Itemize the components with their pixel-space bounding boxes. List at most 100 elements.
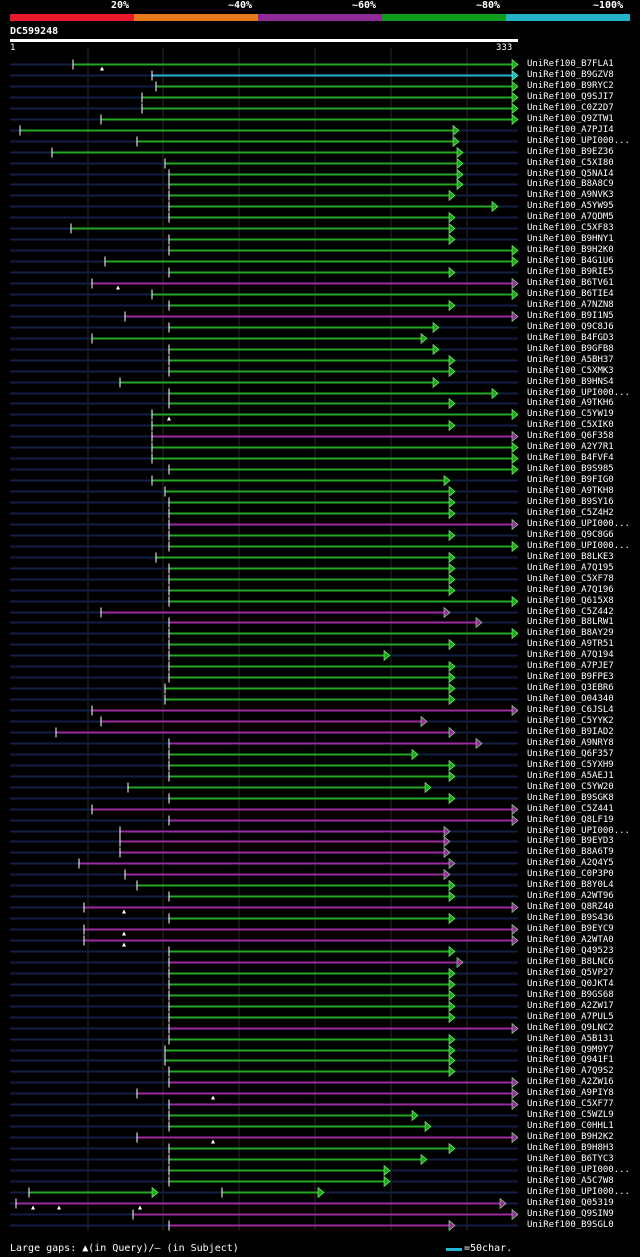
hit-label-link[interactable]: UniRef100_C5XI80	[527, 157, 614, 168]
hit-label-link[interactable]: UniRef100_B9FIG0	[527, 474, 614, 485]
hit-label-link[interactable]: UniRef100_C5XF83	[527, 222, 614, 233]
hit-label-link[interactable]: UniRef100_C5XIK0	[527, 419, 614, 430]
hit-label-link[interactable]: UniRef100_B9HNY1	[527, 233, 614, 244]
hit-label-link[interactable]: UniRef100_Q941F1	[527, 1054, 614, 1065]
hit-label-link[interactable]: UniRef100_Q8RZ40	[527, 901, 614, 912]
hit-label-link[interactable]: UniRef100_C0Z2D7	[527, 102, 614, 113]
hit-label-link[interactable]: UniRef100_C5XF78	[527, 573, 614, 584]
hit-label-link[interactable]: UniRef100_B8Y0L4	[527, 879, 614, 890]
hit-label-link[interactable]: UniRef100_UPI000...	[527, 518, 630, 529]
hit-label-link[interactable]: UniRef100_Q9M9Y7	[527, 1044, 614, 1055]
hit-label-link[interactable]: UniRef100_B4FGD3	[527, 332, 614, 343]
hit-label-link[interactable]: UniRef100_B9FPE3	[527, 671, 614, 682]
hit-label-link[interactable]: UniRef100_B9GFB8	[527, 343, 614, 354]
hit-label-link[interactable]: UniRef100_B4FVF4	[527, 452, 614, 463]
hit-label-link[interactable]: UniRef100_B8A8C9	[527, 178, 614, 189]
hit-label-link[interactable]: UniRef100_Q3EBR6	[527, 682, 614, 693]
hit-label-link[interactable]: UniRef100_B9H2K0	[527, 244, 614, 255]
hit-label-link[interactable]: UniRef100_B9HNS4	[527, 376, 614, 387]
hit-label-link[interactable]: UniRef100_C5XMK3	[527, 365, 614, 376]
hit-label-link[interactable]: UniRef100_A2Q4Y5	[527, 857, 614, 868]
hit-label-link[interactable]: UniRef100_B9H2K2	[527, 1131, 614, 1142]
hit-label-link[interactable]: UniRef100_Q49523	[527, 945, 614, 956]
hit-label-link[interactable]: UniRef100_A5AEJ1	[527, 770, 614, 781]
hit-label-link[interactable]: UniRef100_O04340	[527, 693, 614, 704]
hit-label-link[interactable]: UniRef100_UPI000...	[527, 540, 630, 551]
hit-label-link[interactable]: UniRef100_B9S436	[527, 912, 614, 923]
hit-label-link[interactable]: UniRef100_C0P3P0	[527, 868, 614, 879]
hit-label-link[interactable]: UniRef100_B9EYC9	[527, 923, 614, 934]
hit-label-link[interactable]: UniRef100_Q9LNC2	[527, 1022, 614, 1033]
hit-label-link[interactable]: UniRef100_B6TIE4	[527, 288, 614, 299]
hit-label-link[interactable]: UniRef100_Q9SIN9	[527, 1208, 614, 1219]
hit-label-link[interactable]: UniRef100_B6TV61	[527, 277, 614, 288]
hit-label-link[interactable]: UniRef100_B8AY29	[527, 627, 614, 638]
hit-label-link[interactable]: UniRef100_C5YYK2	[527, 715, 614, 726]
hit-label-link[interactable]: UniRef100_C5YW20	[527, 781, 614, 792]
hit-label-link[interactable]: UniRef100_A7NZN8	[527, 299, 614, 310]
hit-label-link[interactable]: UniRef100_A7PJI4	[527, 124, 614, 135]
hit-label-link[interactable]: UniRef100_B8A6T9	[527, 846, 614, 857]
hit-label-link[interactable]: UniRef100_A2ZW16	[527, 1076, 614, 1087]
hit-label-link[interactable]: UniRef100_A9TKH8	[527, 485, 614, 496]
hit-label-link[interactable]: UniRef100_B8LRW1	[527, 616, 614, 627]
hit-label-link[interactable]: UniRef100_A9NVK3	[527, 189, 614, 200]
hit-label-link[interactable]: UniRef100_B9RIE5	[527, 266, 614, 277]
hit-label-link[interactable]: UniRef100_B8LNC6	[527, 956, 614, 967]
hit-label-link[interactable]: UniRef100_Q9ZTW1	[527, 113, 614, 124]
hit-label-link[interactable]: UniRef100_A7PJE7	[527, 660, 614, 671]
hit-label-link[interactable]: UniRef100_UPI000...	[527, 1164, 630, 1175]
hit-label-link[interactable]: UniRef100_C5Z442	[527, 606, 614, 617]
hit-label-link[interactable]: UniRef100_Q6F357	[527, 748, 614, 759]
hit-label-link[interactable]: UniRef100_A7Q194	[527, 649, 614, 660]
hit-label-link[interactable]: UniRef100_B4G1U6	[527, 255, 614, 266]
hit-label-link[interactable]: UniRef100_A7QDM5	[527, 211, 614, 222]
hit-label-link[interactable]: UniRef100_A5C7W8	[527, 1175, 614, 1186]
hit-label-link[interactable]: UniRef100_B9H8H3	[527, 1142, 614, 1153]
hit-label-link[interactable]: UniRef100_B9I1N5	[527, 310, 614, 321]
hit-label-link[interactable]: UniRef100_B9GZV8	[527, 69, 614, 80]
hit-label-link[interactable]: UniRef100_B9SY16	[527, 496, 614, 507]
hit-label-link[interactable]: UniRef100_A2Y7R1	[527, 441, 614, 452]
hit-label-link[interactable]: UniRef100_Q615X8	[527, 595, 614, 606]
hit-label-link[interactable]: UniRef100_A9NRY8	[527, 737, 614, 748]
hit-label-link[interactable]: UniRef100_Q9SJI7	[527, 91, 614, 102]
hit-label-link[interactable]: UniRef100_B9GS68	[527, 989, 614, 1000]
hit-label-link[interactable]: UniRef100_A5B131	[527, 1033, 614, 1044]
hit-label-link[interactable]: UniRef100_Q5VP27	[527, 967, 614, 978]
hit-label-link[interactable]: UniRef100_Q6F358	[527, 430, 614, 441]
hit-label-link[interactable]: UniRef100_C5YXH9	[527, 759, 614, 770]
hit-label-link[interactable]: UniRef100_A9TKH6	[527, 397, 614, 408]
hit-label-link[interactable]: UniRef100_C5Z4H2	[527, 507, 614, 518]
hit-label-link[interactable]: UniRef100_Q9C8G6	[527, 529, 614, 540]
hit-label-link[interactable]: UniRef100_B9S985	[527, 463, 614, 474]
hit-label-link[interactable]: UniRef100_A7Q9S2	[527, 1065, 614, 1076]
hit-label-link[interactable]: UniRef100_B7FLA1	[527, 58, 614, 69]
hit-label-link[interactable]: UniRef100_B9EYD3	[527, 835, 614, 846]
hit-label-link[interactable]: UniRef100_A7Q195	[527, 562, 614, 573]
hit-label-link[interactable]: UniRef100_UPI000...	[527, 825, 630, 836]
hit-label-link[interactable]: UniRef100_UPI000...	[527, 135, 630, 146]
hit-label-link[interactable]: UniRef100_A7PUL5	[527, 1011, 614, 1022]
hit-label-link[interactable]: UniRef100_C5Z441	[527, 803, 614, 814]
hit-label-link[interactable]: UniRef100_Q9C8J6	[527, 321, 614, 332]
hit-label-link[interactable]: UniRef100_A2ZW17	[527, 1000, 614, 1011]
hit-label-link[interactable]: UniRef100_Q0JKT4	[527, 978, 614, 989]
hit-label-link[interactable]: UniRef100_C5YW19	[527, 408, 614, 419]
hit-label-link[interactable]: UniRef100_UPI000...	[527, 1186, 630, 1197]
hit-label-link[interactable]: UniRef100_B6TYC3	[527, 1153, 614, 1164]
hit-label-link[interactable]: UniRef100_C0HHL1	[527, 1120, 614, 1131]
hit-label-link[interactable]: UniRef100_A2WTA0	[527, 934, 614, 945]
hit-label-link[interactable]: UniRef100_A9PIY8	[527, 1087, 614, 1098]
hit-label-link[interactable]: UniRef100_B9IAD2	[527, 726, 614, 737]
hit-label-link[interactable]: UniRef100_B9EZ36	[527, 146, 614, 157]
hit-label-link[interactable]: UniRef100_UPI000...	[527, 387, 630, 398]
hit-label-link[interactable]: UniRef100_Q8LF19	[527, 814, 614, 825]
hit-label-link[interactable]: UniRef100_Q5NAI4	[527, 168, 614, 179]
hit-label-link[interactable]: UniRef100_A7Q196	[527, 584, 614, 595]
hit-label-link[interactable]: UniRef100_A5YW95	[527, 200, 614, 211]
hit-label-link[interactable]: UniRef100_B9RYC2	[527, 80, 614, 91]
hit-label-link[interactable]: UniRef100_A2WT96	[527, 890, 614, 901]
hit-label-link[interactable]: UniRef100_A9TR51	[527, 638, 614, 649]
hit-label-link[interactable]: UniRef100_B9SGL0	[527, 1219, 614, 1230]
